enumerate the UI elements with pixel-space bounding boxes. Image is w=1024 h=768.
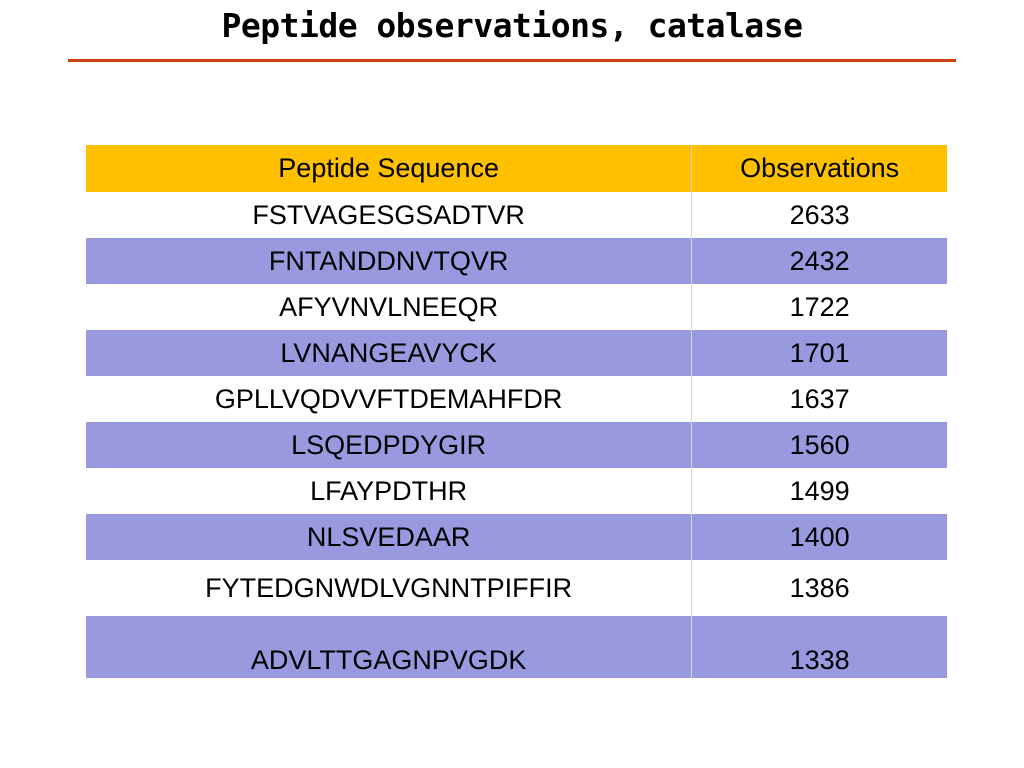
observations-cell: 2633 xyxy=(691,192,947,238)
table-row: ADVLTTGAGNPVGDK 1338 xyxy=(86,616,947,678)
observations-cell: 1722 xyxy=(691,284,947,330)
sequence-cell: FNTANDDNVTQVR xyxy=(268,245,509,276)
header-observations: Observations xyxy=(691,145,947,192)
table-row: FYTEDGNWDLVGNNTPIFFIR 1386 xyxy=(86,560,947,616)
table-row: LVNANGEAVYCK 1701 xyxy=(86,330,947,376)
sequence-cell: LVNANGEAVYCK xyxy=(280,337,497,368)
slide-title: Peptide observations, catalase xyxy=(221,6,803,45)
sequence-cell: FYTEDGNWDLVGNNTPIFFIR xyxy=(205,572,573,603)
sequence-cell: ADVLTTGAGNPVGDK xyxy=(250,645,527,675)
table-row: LSQEDPDYGIR 1560 xyxy=(86,422,947,468)
table-row: FNTANDDNVTQVR 2432 xyxy=(86,238,947,284)
observations-cell: 1637 xyxy=(691,376,947,422)
observations-cell: 1338 xyxy=(691,616,947,678)
observations-cell: 1560 xyxy=(691,422,947,468)
table-row: NLSVEDAAR 1400 xyxy=(86,514,947,560)
observations-cell: 2432 xyxy=(691,238,947,284)
sequence-cell: FSTVAGESGSADTVR xyxy=(252,199,525,230)
header-peptide-sequence: Peptide Sequence xyxy=(278,153,499,183)
table-header-row: Peptide Sequence Observations xyxy=(86,145,947,192)
table-row: AFYVNVLNEEQR 1722 xyxy=(86,284,947,330)
sequence-cell: GPLLVQDVVFTDEMAHFDR xyxy=(214,383,563,414)
observations-cell: 1701 xyxy=(691,330,947,376)
table-row: LFAYPDTHR 1499 xyxy=(86,468,947,514)
sequence-cell: LSQEDPDYGIR xyxy=(291,429,487,460)
peptide-table: Peptide Sequence Observations FSTVAGESGS… xyxy=(86,145,947,678)
sequence-cell: NLSVEDAAR xyxy=(306,521,471,552)
observations-cell: 1386 xyxy=(691,560,947,616)
title-underline xyxy=(68,59,956,62)
sequence-cell: AFYVNVLNEEQR xyxy=(279,291,499,322)
sequence-cell: LFAYPDTHR xyxy=(310,475,468,506)
observations-cell: 1400 xyxy=(691,514,947,560)
table-row: FSTVAGESGSADTVR 2633 xyxy=(86,192,947,238)
table-row: GPLLVQDVVFTDEMAHFDR 1637 xyxy=(86,376,947,422)
observations-cell: 1499 xyxy=(691,468,947,514)
